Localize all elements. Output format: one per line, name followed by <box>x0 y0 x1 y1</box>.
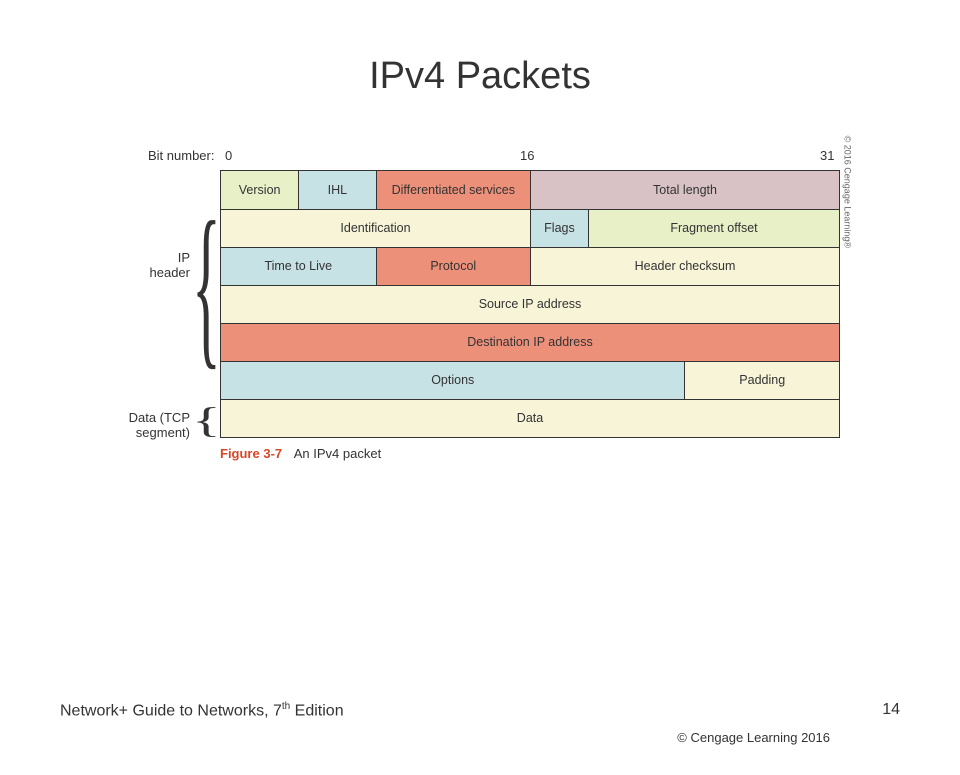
side-group-label: Data (TCPsegment) <box>120 410 190 440</box>
page-number: 14 <box>882 701 900 720</box>
packet-field: Identification <box>221 210 530 247</box>
side-copyright: © 2016 Cengage Learning® <box>842 136 852 248</box>
packet-field: IHL <box>298 171 375 209</box>
packet-field: Destination IP address <box>221 324 839 361</box>
packet-row: Data <box>221 399 839 437</box>
packet-field: Data <box>221 400 839 437</box>
packet-field: Total length <box>530 171 839 209</box>
packet-row: OptionsPadding <box>221 361 839 399</box>
bottom-copyright: © Cengage Learning 2016 <box>677 730 830 745</box>
slide-footer: Network+ Guide to Networks, 7th Edition … <box>60 701 900 720</box>
figure-number: Figure 3-7 <box>220 446 282 461</box>
packet-field: Differentiated services <box>376 171 531 209</box>
packet-row: Destination IP address <box>221 323 839 361</box>
bit-tick: 16 <box>520 148 534 163</box>
slide-title: IPv4 Packets <box>0 55 960 98</box>
packet-row: VersionIHLDifferentiated servicesTotal l… <box>221 171 839 209</box>
figure-caption: Figure 3-7 An IPv4 packet <box>220 446 840 461</box>
figure-text: An IPv4 packet <box>294 446 381 461</box>
bit-scale: Bit number: 0 16 31 <box>120 148 840 166</box>
bit-tick: 0 <box>225 148 232 163</box>
packet-field: Padding <box>684 362 839 399</box>
packet-row: Time to LiveProtocolHeader checksum <box>221 247 839 285</box>
packet-field: Version <box>221 171 298 209</box>
packet-field: Fragment offset <box>588 210 839 247</box>
packet-field: Protocol <box>376 248 531 285</box>
packet-field: Time to Live <box>221 248 376 285</box>
packet-field: Options <box>221 362 684 399</box>
bit-tick: 31 <box>820 148 834 163</box>
packet-table: VersionIHLDifferentiated servicesTotal l… <box>220 170 840 438</box>
bit-scale-label: Bit number: <box>148 148 214 163</box>
packet-diagram: Bit number:01631 IPheader{Data (TCPsegme… <box>120 148 840 461</box>
side-group-label: IPheader <box>120 250 190 280</box>
packet-row: IdentificationFlagsFragment offset <box>221 209 839 247</box>
packet-field: Header checksum <box>530 248 839 285</box>
packet-field: Flags <box>530 210 588 247</box>
packet-field: Source IP address <box>221 286 839 323</box>
footer-left: Network+ Guide to Networks, 7th Edition <box>60 701 344 720</box>
packet-row: Source IP address <box>221 285 839 323</box>
